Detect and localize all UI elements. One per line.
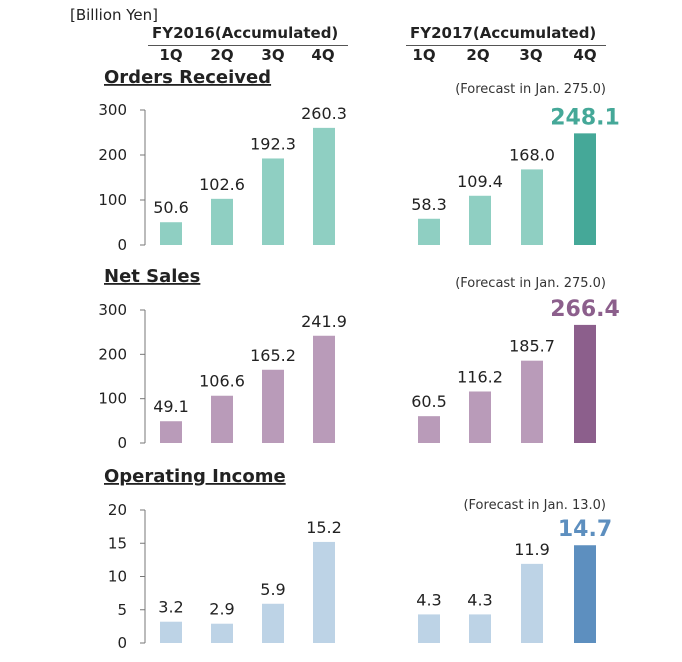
chart-3-value-label: 5.9 — [260, 580, 285, 599]
chart-3-value-label: 4.3 — [467, 590, 492, 609]
chart-3-bar — [574, 545, 596, 643]
chart-3-bar — [262, 603, 284, 643]
fy2016-q2-label: 2Q — [210, 46, 234, 64]
chart-1-y-tick-label: 0 — [117, 236, 127, 254]
chart-2-y-tick-label: 300 — [98, 301, 127, 319]
chart-1-y-tick-label: 200 — [98, 146, 127, 164]
chart-3-bar — [211, 623, 233, 643]
chart-3-y-tick-label: 0 — [117, 634, 127, 652]
chart-1-bar — [211, 198, 233, 245]
chart-2-value-label: 60.5 — [411, 392, 447, 411]
fy2016-q1-label: 1Q — [159, 46, 183, 64]
chart-1-bar — [313, 127, 335, 245]
chart-3-value-label: 2.9 — [209, 600, 234, 619]
fy2017-q2-label: 2Q — [466, 46, 490, 64]
chart-3-y-tick-label: 10 — [108, 568, 127, 586]
chart-2-y-tick-label: 200 — [98, 345, 127, 363]
chart-1-value-label: 102.6 — [199, 175, 245, 194]
chart-3-bar — [418, 614, 440, 643]
chart-2-bar — [418, 416, 440, 443]
chart-2-bar — [521, 360, 543, 443]
chart-1-bar — [521, 169, 543, 245]
fy2016-q3-label: 3Q — [261, 46, 285, 64]
chart-2-y-tick-label: 100 — [98, 390, 127, 408]
chart-2-bar — [262, 369, 284, 443]
chart-1-bar — [262, 158, 284, 245]
chart-3-y-tick-label: 5 — [117, 601, 127, 619]
chart-3-value-label: 15.2 — [306, 518, 342, 537]
chart-2-value-label: 49.1 — [153, 397, 189, 416]
chart-1-bar — [574, 133, 596, 245]
chart-2-bar — [211, 395, 233, 443]
chart-1-y-tick-label: 300 — [98, 101, 127, 119]
fy2016-q4-label: 4Q — [311, 46, 335, 64]
fy2016-header: FY2016(Accumulated) — [152, 24, 339, 42]
chart-1-forecast-note: (Forecast in Jan. 275.0) — [455, 82, 606, 97]
chart-3-title: Operating Income — [104, 466, 286, 487]
chart-1-value-label: 109.4 — [457, 172, 503, 191]
chart-3-forecast-note: (Forecast in Jan. 13.0) — [463, 498, 606, 513]
chart-1-bar — [160, 222, 182, 245]
fy2017-header: FY2017(Accumulated) — [410, 24, 597, 42]
chart-1-value-label: 58.3 — [411, 195, 447, 214]
chart-2-title: Net Sales — [104, 266, 200, 287]
fy2017-underline — [406, 45, 606, 46]
chart-3-value-label: 4.3 — [416, 590, 441, 609]
chart-3-bar — [469, 614, 491, 643]
chart-3-y-tick-label: 20 — [108, 501, 127, 519]
chart-1-value-label: 192.3 — [250, 134, 296, 153]
chart-2-y-tick-label: 0 — [117, 434, 127, 452]
chart-3-value-label: 3.2 — [158, 598, 183, 617]
chart-3-bar — [313, 541, 335, 643]
chart-1-value-label: 168.0 — [509, 145, 555, 164]
chart-2-value-label: 165.2 — [250, 346, 296, 365]
chart-1-y-tick-label: 100 — [98, 191, 127, 209]
chart-1-title: Orders Received — [104, 67, 271, 88]
chart-3-value-label: 11.9 — [514, 540, 550, 559]
chart-1-bar — [469, 195, 491, 245]
chart-3-y-tick-label: 15 — [108, 534, 127, 552]
chart-2-value-label: 241.9 — [301, 312, 347, 331]
chart-2-value-label: 266.4 — [550, 297, 620, 322]
chart-2-value-label: 185.7 — [509, 337, 555, 356]
chart-1-value-label: 50.6 — [153, 198, 189, 217]
chart-3-value-label: 14.7 — [558, 517, 612, 542]
chart-1-value-label: 260.3 — [301, 104, 347, 123]
unit-label: [Billion Yen] — [70, 6, 159, 24]
fy2017-q4-label: 4Q — [573, 46, 597, 64]
chart-2-bar — [160, 421, 182, 443]
chart-2-value-label: 106.6 — [199, 372, 245, 391]
chart-3-bar — [521, 563, 543, 643]
chart-2-bar — [469, 391, 491, 443]
chart-1-bar — [418, 218, 440, 245]
fy2016-underline — [148, 45, 348, 46]
chart-1-value-label: 248.1 — [550, 105, 620, 130]
chart-2-forecast-note: (Forecast in Jan. 275.0) — [455, 276, 606, 291]
chart-2-bar — [313, 335, 335, 443]
fy2017-q1-label: 1Q — [412, 46, 436, 64]
chart-2-bar — [574, 324, 596, 443]
chart-2-value-label: 116.2 — [457, 367, 503, 386]
chart-3-bar — [160, 621, 182, 643]
fy2017-q3-label: 3Q — [519, 46, 543, 64]
